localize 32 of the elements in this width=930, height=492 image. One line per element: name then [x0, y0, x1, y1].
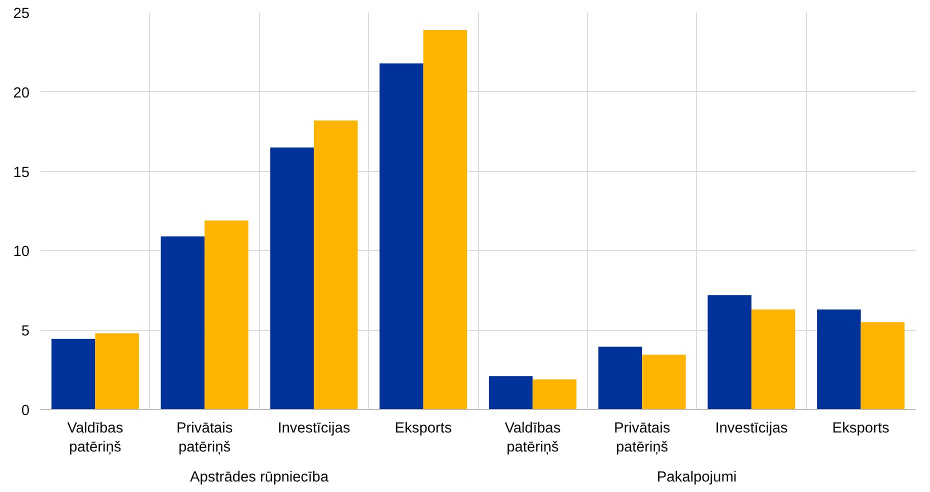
bar [204, 220, 248, 410]
bar [270, 147, 314, 410]
bar [532, 379, 576, 410]
bar [598, 346, 642, 410]
y-tick-label: 20 [13, 85, 30, 102]
bar [708, 295, 752, 410]
x-tick-label: Valdības patēriņš [504, 420, 561, 456]
y-tick-label: 0 [21, 403, 30, 419]
x-tick-label: Privātais patēriņš [176, 420, 233, 456]
bar [51, 338, 96, 410]
y-tick-label: 15 [13, 164, 30, 181]
x-tick-label: Eksports [394, 420, 452, 436]
bar [642, 354, 686, 410]
y-tick-label: 25 [13, 6, 30, 22]
bar [380, 63, 424, 410]
x-tick-label: Valdības patēriņš [67, 420, 124, 456]
text: Apstrādes rūpniecība [190, 470, 330, 486]
bar [314, 120, 358, 410]
x-tick-label: Investīcijas [715, 420, 788, 436]
y-tick-label: 5 [21, 324, 30, 340]
bar [817, 309, 861, 410]
bar [160, 236, 205, 410]
text: Pakalpojumi [656, 470, 737, 486]
bar [751, 309, 796, 410]
x-tick-label: Eksports [832, 420, 890, 436]
y-tick-label: 10 [13, 244, 30, 260]
bar [488, 376, 533, 410]
bar [860, 322, 905, 410]
x-tick-label: Investīcijas [278, 420, 350, 436]
bar [95, 333, 139, 410]
x-tick-label: Privātais patēriņš [614, 420, 670, 456]
bar [423, 30, 468, 410]
